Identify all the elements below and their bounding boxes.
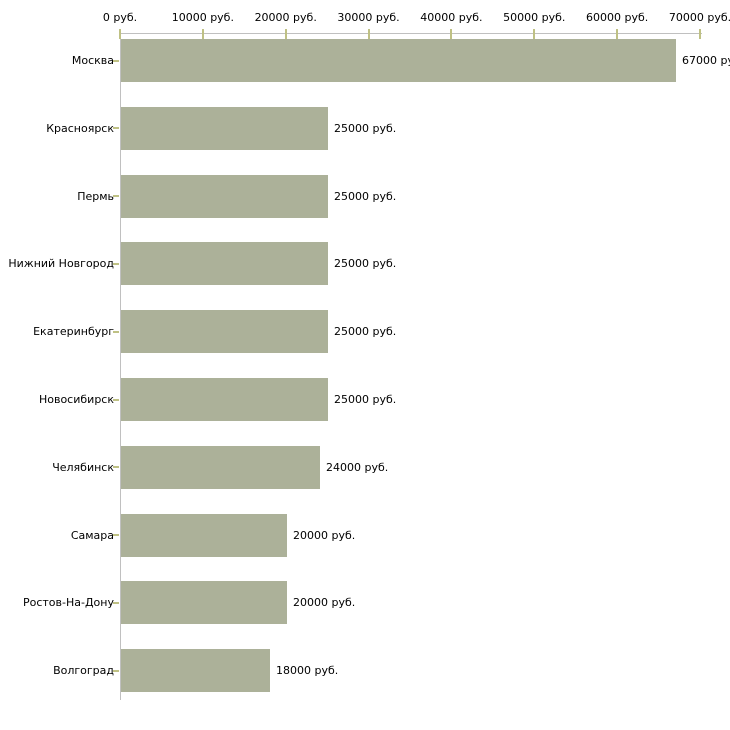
bar (121, 649, 270, 693)
bar (121, 242, 328, 286)
value-label: 25000 руб. (334, 257, 397, 271)
value-label: 24000 руб. (326, 460, 389, 474)
y-axis-tick (113, 601, 119, 604)
category-label: Москва (71, 54, 114, 67)
y-axis-tick (113, 466, 119, 469)
x-axis-tick-label: 10000 руб. (171, 11, 234, 24)
category-label: Самара (70, 528, 114, 542)
x-axis-tick (201, 29, 204, 39)
x-axis-tick-label: 30000 руб. (337, 11, 400, 24)
category-label: Нижний Новгород (8, 257, 114, 271)
bar (121, 445, 320, 489)
category-label: Екатеринбург (33, 325, 114, 339)
value-label: 25000 руб. (334, 325, 397, 339)
value-label: 20000 руб. (293, 596, 356, 610)
y-axis-tick (113, 669, 119, 672)
value-label: 18000 руб. (276, 664, 339, 678)
y-axis-tick (113, 262, 119, 265)
category-label: Пермь (77, 189, 114, 203)
x-axis-tick-label: 0 руб. (102, 11, 138, 24)
value-label: 25000 руб. (334, 393, 397, 406)
x-axis-line (120, 33, 702, 34)
bar (121, 106, 328, 150)
x-axis-tick-label: 20000 руб. (254, 11, 317, 24)
y-axis-tick (113, 59, 119, 62)
bar (121, 513, 287, 557)
y-axis-tick (113, 330, 119, 333)
x-axis-tick-label: 70000 руб. (668, 11, 730, 24)
bar (121, 310, 328, 354)
category-label: Волгоград (53, 664, 114, 678)
x-axis-tick-label: 40000 руб. (420, 11, 483, 24)
y-axis-tick (113, 195, 119, 198)
x-axis-tick (284, 29, 287, 39)
x-axis-tick-label: 50000 руб. (503, 11, 566, 24)
x-axis-tick (367, 29, 370, 39)
value-label: 25000 руб. (334, 189, 397, 203)
x-axis-tick-label: 60000 руб. (586, 11, 649, 24)
value-label: 67000 руб. (682, 54, 730, 67)
x-axis-tick (533, 29, 536, 39)
category-label: Красноярск (46, 121, 114, 135)
y-axis-tick (113, 534, 119, 537)
category-label: Новосибирск (38, 393, 114, 406)
y-axis-tick (113, 398, 119, 401)
y-axis-tick (113, 127, 119, 130)
bar (121, 39, 676, 82)
x-axis-tick (450, 29, 453, 39)
bar (121, 581, 287, 625)
y-axis-line (120, 33, 121, 700)
category-label: Ростов-На-Дону (22, 596, 114, 610)
x-axis-tick (699, 29, 701, 39)
category-label: Челябинск (52, 460, 114, 474)
bar (121, 378, 328, 421)
value-label: 25000 руб. (334, 121, 397, 135)
x-axis-tick (119, 29, 121, 39)
bar (121, 174, 328, 218)
value-label: 20000 руб. (293, 528, 356, 542)
x-axis-tick (616, 29, 619, 39)
